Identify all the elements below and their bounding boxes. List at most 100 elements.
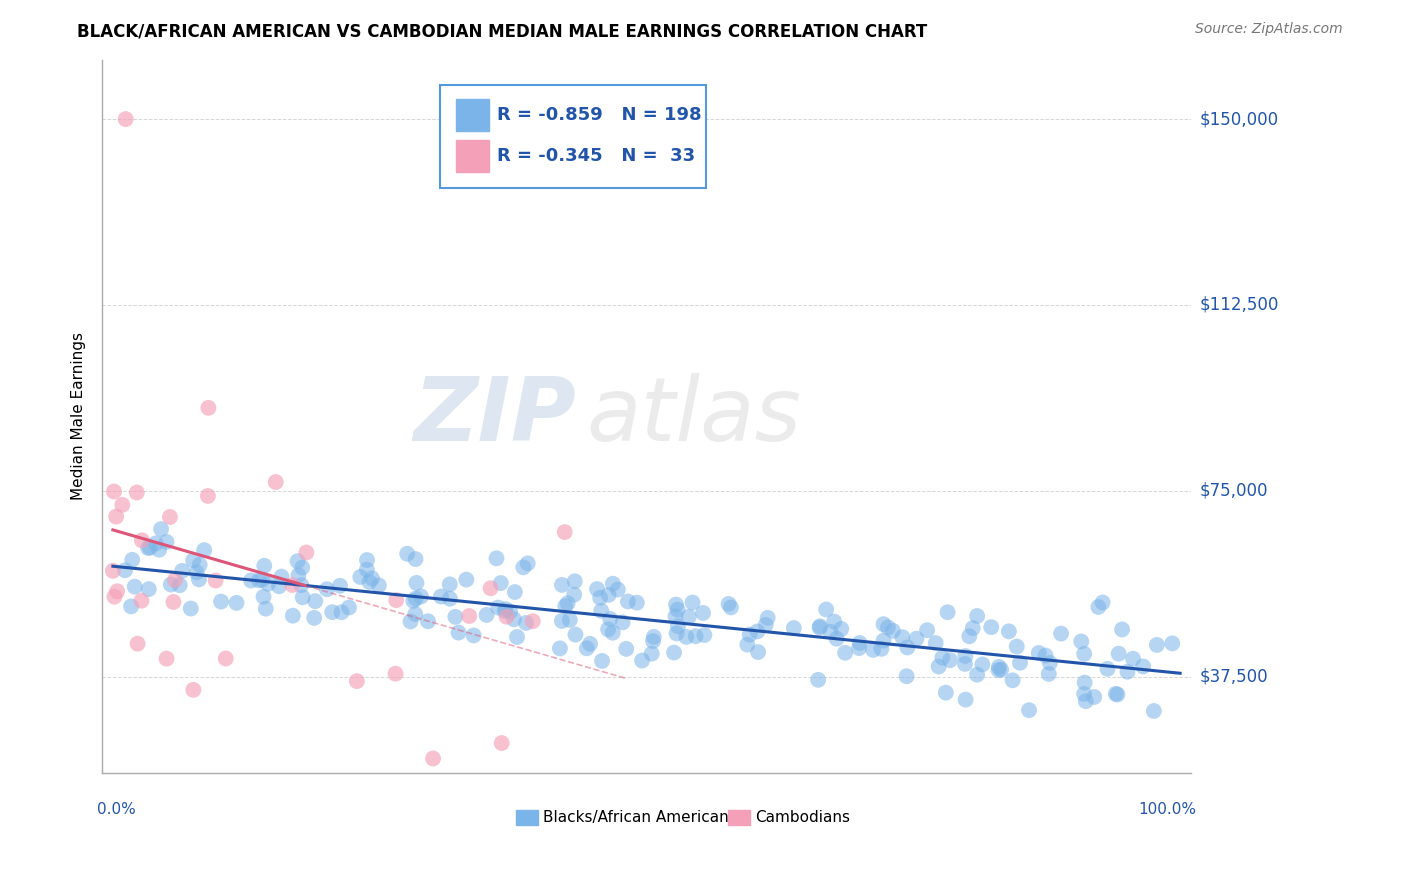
Point bbox=[602, 576, 624, 591]
Point bbox=[955, 648, 977, 663]
Point bbox=[966, 667, 988, 681]
Point bbox=[598, 623, 620, 637]
Point bbox=[862, 643, 884, 657]
Point bbox=[416, 614, 439, 628]
Point bbox=[444, 610, 467, 624]
Point bbox=[160, 577, 183, 591]
Point bbox=[281, 578, 304, 592]
Point bbox=[955, 692, 977, 706]
Point bbox=[111, 498, 134, 512]
Point bbox=[877, 620, 900, 634]
Point bbox=[882, 624, 904, 638]
Point bbox=[551, 614, 574, 628]
Text: R = -0.859   N = 198: R = -0.859 N = 198 bbox=[498, 105, 702, 124]
Point bbox=[1107, 688, 1129, 702]
Point bbox=[666, 602, 689, 616]
Point bbox=[664, 609, 686, 624]
Point bbox=[872, 617, 894, 632]
Point bbox=[120, 599, 142, 614]
Point bbox=[848, 636, 870, 650]
Point bbox=[479, 581, 502, 595]
Point bbox=[439, 577, 461, 591]
Point bbox=[1143, 704, 1166, 718]
Point bbox=[409, 590, 432, 604]
Point bbox=[936, 605, 959, 619]
Point bbox=[356, 563, 378, 577]
Point bbox=[662, 646, 685, 660]
Point bbox=[896, 640, 918, 655]
Point bbox=[485, 551, 508, 566]
Point bbox=[499, 605, 522, 619]
Point bbox=[693, 628, 716, 642]
Point bbox=[127, 637, 149, 651]
Text: Cambodians: Cambodians bbox=[755, 810, 851, 825]
Point bbox=[1073, 647, 1095, 661]
Point bbox=[834, 646, 856, 660]
Point bbox=[720, 600, 742, 615]
Point bbox=[1105, 687, 1128, 701]
Point bbox=[591, 654, 613, 668]
Point bbox=[240, 574, 263, 588]
Point bbox=[905, 632, 928, 646]
Point bbox=[494, 604, 516, 618]
Point bbox=[598, 588, 620, 602]
Point bbox=[287, 554, 309, 568]
Bar bbox=[516, 810, 537, 825]
Point bbox=[602, 625, 624, 640]
Point bbox=[183, 682, 205, 697]
Point bbox=[564, 574, 586, 589]
Point bbox=[439, 591, 461, 606]
Point bbox=[422, 751, 444, 765]
Point bbox=[399, 615, 422, 629]
Text: 100.0%: 100.0% bbox=[1139, 802, 1197, 817]
Point bbox=[1111, 623, 1133, 637]
Point bbox=[330, 605, 353, 619]
Point bbox=[564, 627, 586, 641]
Point bbox=[396, 547, 419, 561]
Point bbox=[253, 558, 276, 573]
Point bbox=[1073, 675, 1095, 690]
Point bbox=[101, 564, 124, 578]
Point bbox=[145, 536, 167, 550]
Point bbox=[295, 545, 318, 559]
Point bbox=[103, 590, 125, 604]
Point bbox=[928, 659, 950, 673]
Point bbox=[617, 594, 640, 608]
Point bbox=[131, 593, 153, 607]
Point bbox=[522, 614, 544, 628]
Point bbox=[503, 612, 526, 626]
Text: $75,000: $75,000 bbox=[1199, 482, 1268, 500]
Point bbox=[114, 563, 136, 577]
Text: $150,000: $150,000 bbox=[1199, 110, 1278, 128]
Point bbox=[169, 578, 191, 592]
Point bbox=[612, 615, 634, 630]
Text: 0.0%: 0.0% bbox=[97, 802, 135, 817]
Point bbox=[188, 558, 211, 572]
Point bbox=[172, 564, 194, 578]
Point bbox=[121, 553, 143, 567]
Point bbox=[329, 579, 352, 593]
Point bbox=[404, 607, 426, 621]
Point bbox=[737, 638, 759, 652]
Point bbox=[747, 624, 769, 639]
Point bbox=[114, 112, 136, 126]
Point bbox=[316, 582, 339, 597]
Point bbox=[124, 580, 146, 594]
Point bbox=[966, 609, 988, 624]
Point bbox=[915, 624, 938, 638]
Point bbox=[872, 633, 894, 648]
Text: Source: ZipAtlas.com: Source: ZipAtlas.com bbox=[1195, 22, 1343, 37]
Point bbox=[678, 609, 700, 624]
Point bbox=[738, 627, 761, 641]
Point bbox=[823, 615, 845, 629]
Point bbox=[1097, 662, 1119, 676]
Point bbox=[287, 568, 309, 582]
Point bbox=[264, 475, 287, 489]
Text: $112,500: $112,500 bbox=[1199, 296, 1278, 314]
Point bbox=[1028, 646, 1050, 660]
Point bbox=[957, 629, 980, 643]
Point bbox=[250, 573, 273, 587]
Point bbox=[405, 591, 427, 606]
Point bbox=[491, 736, 513, 750]
Text: R = -0.345   N =  33: R = -0.345 N = 33 bbox=[498, 147, 696, 165]
